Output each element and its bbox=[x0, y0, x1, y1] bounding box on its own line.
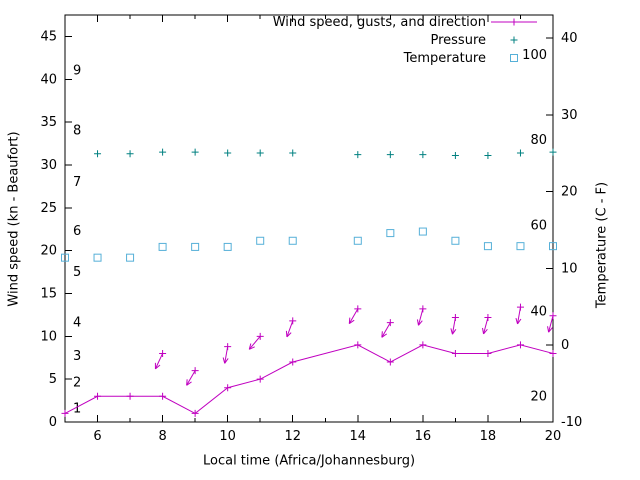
svg-text:4: 4 bbox=[73, 316, 81, 331]
svg-text:7: 7 bbox=[73, 175, 81, 190]
svg-text:18: 18 bbox=[480, 429, 497, 444]
svg-text:0: 0 bbox=[49, 415, 57, 430]
pressure-series bbox=[94, 148, 557, 160]
svg-text:Temperature: Temperature bbox=[403, 51, 486, 66]
fahrenheit-scale-labels: 100 80 60 40 20 bbox=[522, 48, 547, 405]
y2-axis-title: Temperature (C - F) bbox=[594, 181, 610, 309]
wind-speed-series bbox=[61, 341, 557, 417]
plot-border bbox=[64, 14, 554, 423]
svg-text:40: 40 bbox=[530, 304, 547, 319]
x-axis-ticks bbox=[64, 15, 554, 422]
svg-text:30: 30 bbox=[561, 108, 578, 123]
temperature-series bbox=[61, 227, 557, 262]
svg-text:20: 20 bbox=[561, 185, 578, 200]
svg-text:80: 80 bbox=[530, 133, 547, 148]
wind-gust-arrows bbox=[154, 303, 557, 386]
y2-axis-ticks bbox=[546, 37, 553, 423]
svg-text:3: 3 bbox=[73, 349, 81, 364]
beaufort-scale-labels: 1 2 3 4 5 6 7 8 9 bbox=[73, 64, 81, 417]
svg-text:9: 9 bbox=[73, 64, 81, 79]
svg-text:8: 8 bbox=[73, 124, 81, 139]
svg-text:6: 6 bbox=[73, 224, 81, 239]
svg-text:15: 15 bbox=[40, 286, 57, 301]
y-axis-title: Wind speed (kn - Beaufort) bbox=[6, 131, 22, 307]
svg-text:10: 10 bbox=[219, 429, 236, 444]
svg-text:100: 100 bbox=[522, 48, 547, 63]
svg-text:10: 10 bbox=[40, 329, 57, 344]
svg-text:2: 2 bbox=[73, 376, 81, 391]
svg-text:40: 40 bbox=[561, 31, 578, 46]
svg-text:20: 20 bbox=[40, 244, 57, 259]
x-axis-tick-labels: 6 8 10 12 14 16 18 20 bbox=[93, 429, 561, 444]
svg-text:Pressure: Pressure bbox=[430, 33, 486, 48]
y2-axis-tick-labels: -10 0 10 20 30 40 bbox=[561, 31, 582, 430]
svg-text:5: 5 bbox=[73, 265, 81, 280]
svg-text:45: 45 bbox=[40, 29, 57, 44]
x-axis-title: Local time (Africa/Johannesburg) bbox=[202, 453, 416, 469]
svg-text:1: 1 bbox=[73, 401, 81, 416]
y-axis-tick-labels: 0 5 10 15 20 25 30 35 40 45 bbox=[40, 29, 57, 430]
svg-text:5: 5 bbox=[49, 372, 57, 387]
svg-text:14: 14 bbox=[350, 429, 367, 444]
svg-text:10: 10 bbox=[561, 261, 578, 276]
svg-text:-10: -10 bbox=[561, 415, 582, 430]
svg-text:40: 40 bbox=[40, 72, 57, 87]
svg-text:Wind speed, gusts, and directi: Wind speed, gusts, and direction bbox=[273, 15, 486, 30]
legend: Wind speed, gusts, and direction Pressure… bbox=[273, 15, 537, 66]
svg-text:0: 0 bbox=[561, 338, 569, 353]
svg-text:12: 12 bbox=[284, 429, 301, 444]
svg-text:35: 35 bbox=[40, 115, 57, 130]
svg-text:6: 6 bbox=[93, 429, 101, 444]
svg-text:60: 60 bbox=[530, 218, 547, 233]
svg-text:25: 25 bbox=[40, 201, 57, 216]
svg-text:20: 20 bbox=[530, 390, 547, 405]
svg-text:30: 30 bbox=[40, 158, 57, 173]
svg-text:8: 8 bbox=[158, 429, 166, 444]
y-axis-ticks bbox=[65, 35, 72, 423]
svg-text:16: 16 bbox=[415, 429, 432, 444]
svg-text:20: 20 bbox=[545, 429, 562, 444]
